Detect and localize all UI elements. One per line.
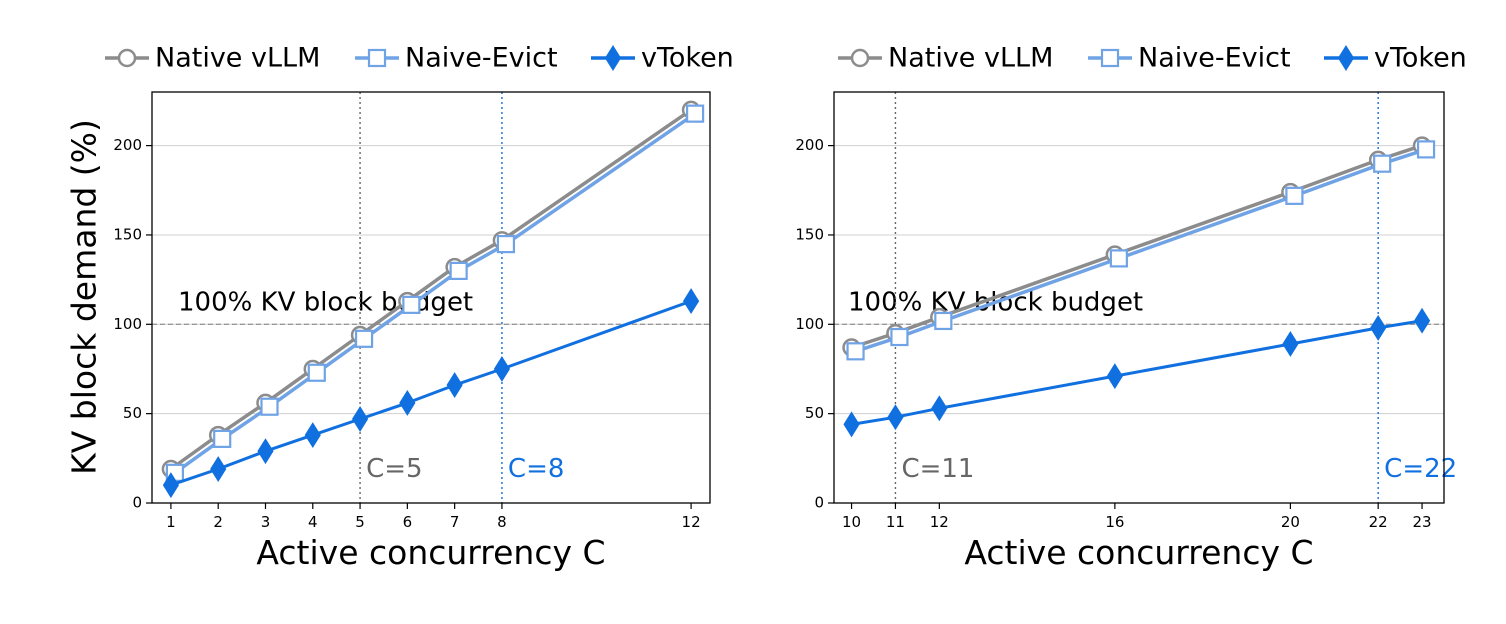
y-tick-label: 150 xyxy=(113,225,142,243)
point-naive xyxy=(846,342,865,361)
legend-marker-native xyxy=(850,48,870,68)
point-vtoken xyxy=(351,406,369,432)
point-naive xyxy=(354,329,374,348)
x-tick-label: 23 xyxy=(1413,513,1432,531)
plot-frame xyxy=(151,91,711,504)
x-tick-label: 5 xyxy=(355,513,365,531)
x-tick-label: 10 xyxy=(842,513,861,531)
point-vtoken xyxy=(931,395,948,422)
point-naive xyxy=(496,235,516,254)
y-tick-label: 100 xyxy=(795,315,824,333)
series-line-vtoken xyxy=(170,299,692,487)
point-vtoken xyxy=(1413,307,1431,334)
x-tick-label: 6 xyxy=(403,513,413,531)
x-axis-title: Active concurrency C xyxy=(964,533,1313,572)
x-tick-label: 20 xyxy=(1281,513,1300,531)
y-tick-label: 100 xyxy=(113,315,142,333)
y-tick-label: 0 xyxy=(132,494,142,512)
point-vtoken xyxy=(210,456,227,482)
point-naive xyxy=(213,429,232,448)
point-vtoken xyxy=(304,422,321,449)
x-tick-label: 2 xyxy=(213,513,223,531)
x-tick-label: 4 xyxy=(308,513,318,531)
y-tick-label: 200 xyxy=(795,136,824,154)
point-naive xyxy=(685,104,705,123)
point-vtoken xyxy=(493,356,511,382)
point-vtoken xyxy=(257,438,274,465)
legend-label: Naive-Evict xyxy=(405,43,558,74)
x-tick-label: 1 xyxy=(166,513,176,531)
x-tick-label: 12 xyxy=(930,513,949,531)
x-tick-label: 3 xyxy=(261,513,271,531)
legend-marker-vtoken xyxy=(604,45,622,71)
legend-entry-naive: Naive-Evict xyxy=(1088,43,1291,74)
x-tick-label: 22 xyxy=(1369,513,1388,531)
legend-label: vToken xyxy=(1374,43,1467,74)
y-tick-label: 50 xyxy=(805,404,824,422)
point-naive xyxy=(1109,249,1128,268)
x-tick-label: 12 xyxy=(682,513,701,531)
x-axis-title: Active concurrency C xyxy=(256,533,605,572)
legend-marker-vtoken xyxy=(1337,45,1355,71)
c-marker-label: C=11 xyxy=(901,454,974,484)
y-axis-title: KV block demand (%) xyxy=(65,119,104,475)
point-vtoken xyxy=(162,472,180,499)
c-marker-label: C=22 xyxy=(1384,454,1457,484)
legend-label: Native vLLM xyxy=(155,43,320,74)
point-vtoken xyxy=(1370,314,1387,341)
plot-frame xyxy=(833,91,1445,504)
legend-label: Native vLLM xyxy=(888,43,1053,74)
point-naive xyxy=(402,295,421,314)
point-vtoken xyxy=(843,411,860,438)
budget-label: 100% KV block budget xyxy=(178,287,473,317)
y-tick-label: 50 xyxy=(123,404,142,422)
point-vtoken xyxy=(1106,363,1123,390)
y-tick-label: 0 xyxy=(814,494,824,512)
legend-entry-native: Native vLLM xyxy=(105,43,320,74)
x-tick-label: 8 xyxy=(497,513,507,531)
point-naive xyxy=(449,261,468,281)
x-tick-label: 7 xyxy=(450,513,460,531)
point-vtoken xyxy=(399,389,416,416)
x-tick-label: 16 xyxy=(1105,513,1124,531)
x-tick-label: 11 xyxy=(886,513,905,531)
point-vtoken xyxy=(887,404,904,431)
legend-marker-native xyxy=(117,48,137,68)
legend-label: vToken xyxy=(641,43,734,74)
legend-marker-naive xyxy=(367,48,387,68)
point-vtoken xyxy=(1282,331,1299,357)
point-naive xyxy=(1285,186,1304,205)
y-tick-label: 150 xyxy=(795,225,824,243)
point-naive xyxy=(1373,154,1392,173)
legend-entry-native: Native vLLM xyxy=(838,43,1053,74)
point-naive xyxy=(934,311,953,331)
point-vtoken xyxy=(682,288,700,315)
y-tick-label: 200 xyxy=(113,136,142,154)
point-naive xyxy=(890,327,909,347)
point-naive xyxy=(307,363,326,382)
point-naive xyxy=(1416,140,1436,159)
legend-marker-naive xyxy=(1100,48,1120,68)
point-vtoken xyxy=(446,372,463,399)
legend-entry-vtoken: vToken xyxy=(591,43,734,74)
c-marker-label: C=5 xyxy=(366,454,422,484)
legend-label: Naive-Evict xyxy=(1138,43,1291,74)
legend-entry-vtoken: vToken xyxy=(1324,43,1467,74)
legend-entry-naive: Naive-Evict xyxy=(355,43,558,74)
point-naive xyxy=(260,397,279,416)
c-marker-label: C=8 xyxy=(508,454,564,484)
